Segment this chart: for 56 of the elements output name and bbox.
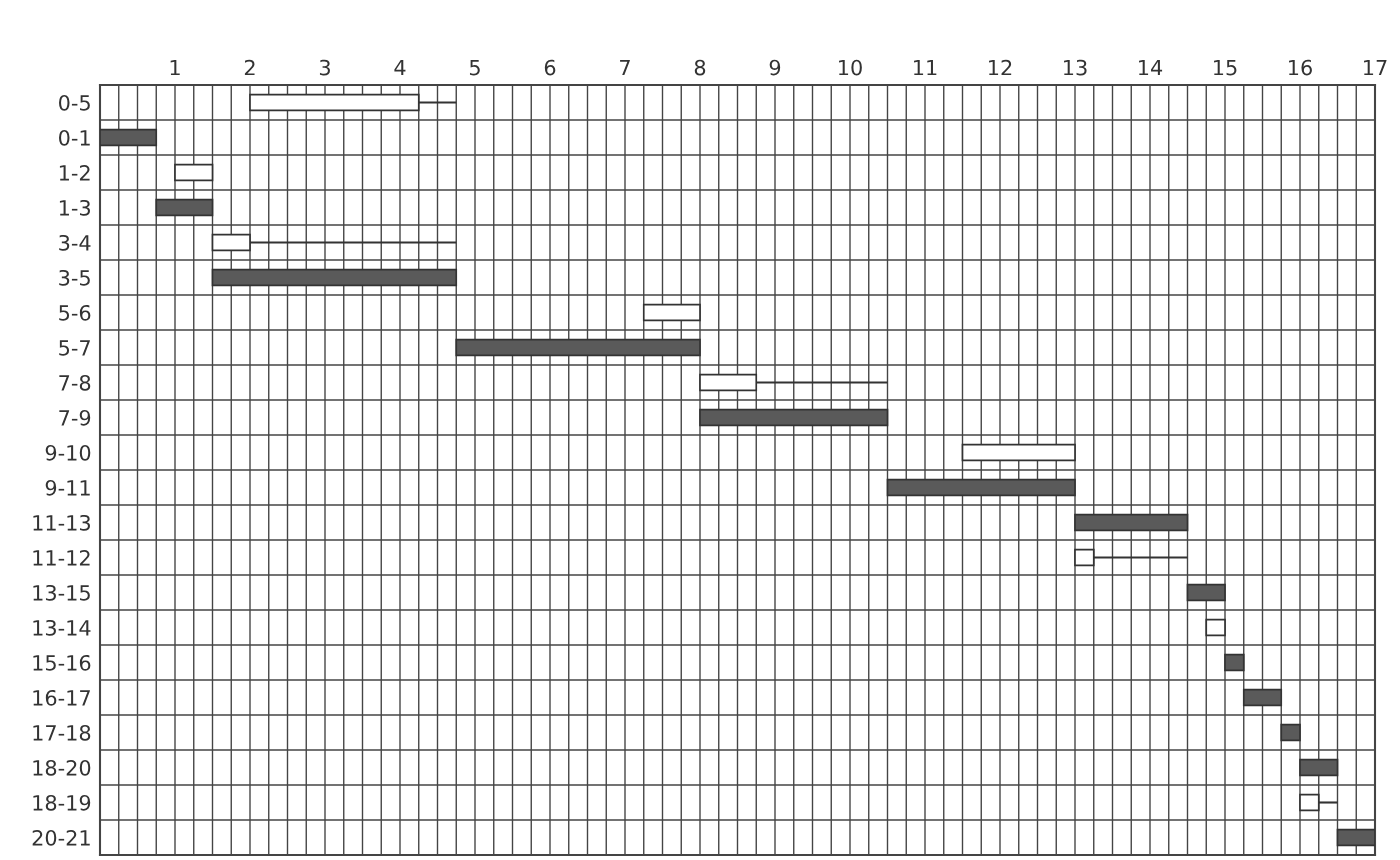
y-tick-label: 1-3 (59, 199, 90, 216)
y-tick-label: 5-7 (59, 340, 90, 356)
x-tick-label: 17 (1364, 59, 1387, 76)
x-tick-label: 8 (694, 59, 706, 76)
y-tick-label: 13-14 (33, 619, 91, 636)
y-tick-label: 3-5 (59, 269, 90, 286)
x-tick-label: 3 (319, 59, 330, 76)
x-tick-label: 11 (914, 59, 937, 76)
bar (1299, 758, 1339, 777)
x-tick-label: 6 (544, 59, 556, 76)
y-tick-label: 13-15 (33, 584, 90, 601)
bar (1186, 583, 1226, 602)
bar (1205, 618, 1226, 637)
x-tick-label: 13 (1064, 59, 1087, 76)
x-tick-label: 10 (839, 59, 862, 76)
y-tick-label: 18-20 (33, 759, 91, 776)
bar (211, 268, 458, 287)
x-tick-label: 9 (769, 59, 781, 76)
y-tick-label: 11-13 (33, 514, 90, 531)
bar (174, 163, 214, 182)
x-tick-label: 1 (170, 59, 180, 76)
y-tick-label: 9-10 (45, 444, 91, 461)
y-tick-label: 0-5 (59, 94, 90, 111)
y-tick-label: 15-16 (33, 654, 91, 671)
x-tick-label: 12 (989, 59, 1012, 76)
bar (1074, 513, 1189, 532)
x-tick-label: 4 (394, 59, 406, 76)
bar (1224, 653, 1245, 672)
bar (1280, 723, 1301, 742)
bar (886, 478, 1076, 497)
y-tick-label: 0-1 (59, 129, 90, 146)
y-tick-label: 16-17 (33, 689, 90, 706)
y-tick-label: 9-11 (45, 479, 90, 496)
y-tick-label: 7-8 (59, 374, 91, 391)
bar (455, 338, 701, 357)
y-tick-label: 11-12 (33, 549, 90, 566)
x-tick-label: 7 (620, 59, 630, 76)
y-tick-label: 1-2 (59, 164, 90, 181)
bar (1336, 828, 1375, 847)
y-tick-label: 7-9 (59, 409, 91, 426)
y-tick-label: 20-21 (32, 829, 90, 846)
x-tick-label: 15 (1214, 59, 1237, 76)
x-tick-label: 5 (469, 59, 480, 76)
y-tick-label: 17-18 (33, 724, 91, 741)
y-tick-label: 18-19 (33, 794, 91, 811)
y-tick-label: 3-4 (59, 234, 91, 251)
x-tick-label: 2 (244, 59, 255, 76)
bar (961, 443, 1076, 462)
x-tick-label: 14 (1139, 59, 1163, 76)
bar (1242, 688, 1283, 707)
bar (642, 303, 701, 322)
bar (699, 408, 889, 427)
bar (100, 128, 158, 147)
x-tick-label: 16 (1289, 59, 1312, 76)
bar (155, 198, 214, 217)
y-tick-label: 5-6 (59, 304, 91, 321)
